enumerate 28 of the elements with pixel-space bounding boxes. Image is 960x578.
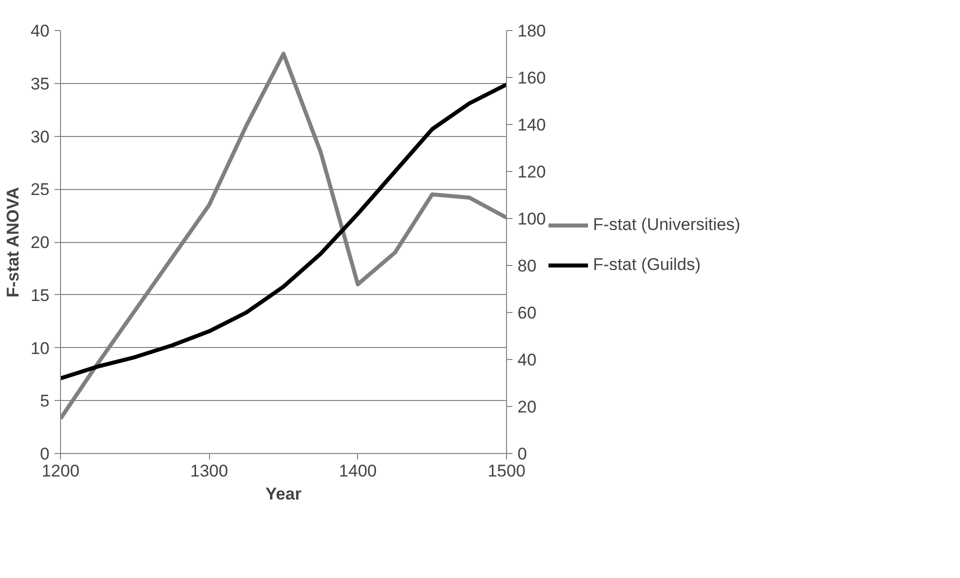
x-tick-label: 1200	[42, 462, 80, 480]
y-tick-label: 10	[30, 338, 50, 358]
x-tick-label: 1500	[488, 462, 526, 480]
y-tick-label: 0	[40, 444, 50, 464]
legend-label: F-stat (Guilds)	[593, 255, 701, 275]
y-tick-label: 15	[30, 286, 50, 305]
y-tick-label: 40	[30, 22, 50, 40]
y-tick-label: 25	[30, 180, 50, 200]
y2-tick-label: 140	[518, 116, 546, 134]
y2-tick-label: 60	[518, 304, 536, 322]
y-tick-label: 20	[30, 233, 50, 252]
y-tick-label: 35	[30, 74, 50, 94]
x-tick-label: 1300	[190, 462, 228, 480]
x-tick-label: 1400	[338, 462, 377, 480]
y2-tick-label: 80	[518, 256, 536, 276]
x-axis-title: Year	[266, 484, 302, 504]
legend-label: F-stat (Universities)	[593, 215, 740, 235]
y2-tick-label: 0	[518, 444, 527, 464]
y2-tick-label: 100	[518, 210, 546, 228]
y2-tick-label: 160	[518, 68, 546, 88]
y2-tick-label: 20	[518, 398, 536, 416]
y2-tick-label: 120	[518, 162, 546, 182]
y2-tick-label: 180	[518, 22, 546, 40]
y-tick-label: 30	[30, 127, 50, 146]
line-series	[60, 82, 506, 380]
y-axis-title: F-stat ANOVA	[4, 187, 23, 298]
y2-tick-label: 40	[518, 350, 536, 370]
y-tick-label: 5	[40, 392, 50, 411]
